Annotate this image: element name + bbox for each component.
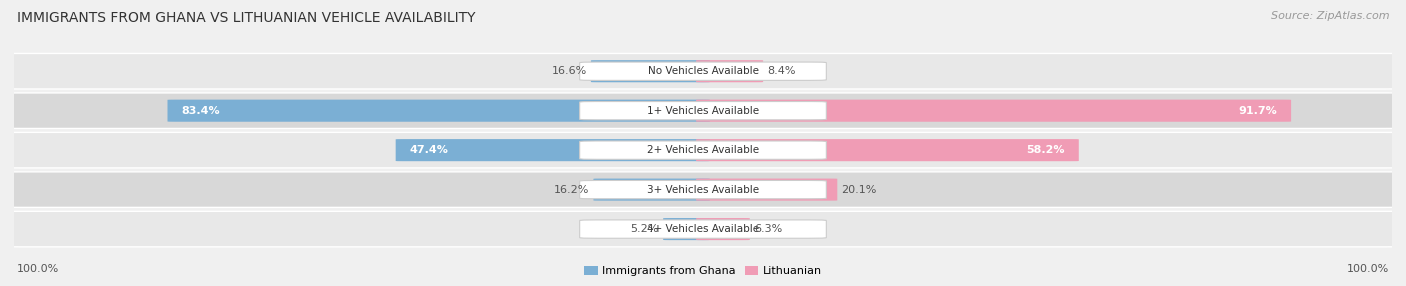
Text: 83.4%: 83.4% [181, 106, 219, 116]
FancyBboxPatch shape [0, 211, 1406, 247]
Text: 5.2%: 5.2% [631, 224, 659, 234]
FancyBboxPatch shape [0, 93, 1406, 128]
Text: 16.2%: 16.2% [554, 185, 589, 194]
Text: 6.3%: 6.3% [754, 224, 782, 234]
FancyBboxPatch shape [167, 100, 710, 122]
Text: No Vehicles Available: No Vehicles Available [648, 66, 758, 76]
Text: 58.2%: 58.2% [1026, 145, 1064, 155]
FancyBboxPatch shape [664, 218, 710, 240]
Text: 8.4%: 8.4% [768, 66, 796, 76]
Text: 91.7%: 91.7% [1239, 106, 1277, 116]
Text: IMMIGRANTS FROM GHANA VS LITHUANIAN VEHICLE AVAILABILITY: IMMIGRANTS FROM GHANA VS LITHUANIAN VEHI… [17, 11, 475, 25]
Text: 4+ Vehicles Available: 4+ Vehicles Available [647, 224, 759, 234]
FancyBboxPatch shape [579, 180, 827, 199]
Text: 47.4%: 47.4% [409, 145, 449, 155]
Text: 2+ Vehicles Available: 2+ Vehicles Available [647, 145, 759, 155]
FancyBboxPatch shape [696, 178, 838, 201]
Legend: Immigrants from Ghana, Lithuanian: Immigrants from Ghana, Lithuanian [579, 261, 827, 281]
FancyBboxPatch shape [579, 62, 827, 80]
FancyBboxPatch shape [696, 100, 1291, 122]
FancyBboxPatch shape [591, 60, 710, 82]
FancyBboxPatch shape [579, 141, 827, 159]
FancyBboxPatch shape [696, 139, 1078, 161]
FancyBboxPatch shape [395, 139, 710, 161]
FancyBboxPatch shape [0, 172, 1406, 207]
Text: 1+ Vehicles Available: 1+ Vehicles Available [647, 106, 759, 116]
Text: 100.0%: 100.0% [17, 264, 59, 274]
Text: 100.0%: 100.0% [1347, 264, 1389, 274]
Text: 16.6%: 16.6% [551, 66, 586, 76]
FancyBboxPatch shape [579, 220, 827, 238]
FancyBboxPatch shape [0, 132, 1406, 168]
FancyBboxPatch shape [579, 102, 827, 120]
FancyBboxPatch shape [593, 178, 710, 201]
Text: 3+ Vehicles Available: 3+ Vehicles Available [647, 185, 759, 194]
FancyBboxPatch shape [696, 218, 749, 240]
FancyBboxPatch shape [0, 53, 1406, 89]
Text: 20.1%: 20.1% [841, 185, 877, 194]
FancyBboxPatch shape [696, 60, 763, 82]
Text: Source: ZipAtlas.com: Source: ZipAtlas.com [1271, 11, 1389, 21]
